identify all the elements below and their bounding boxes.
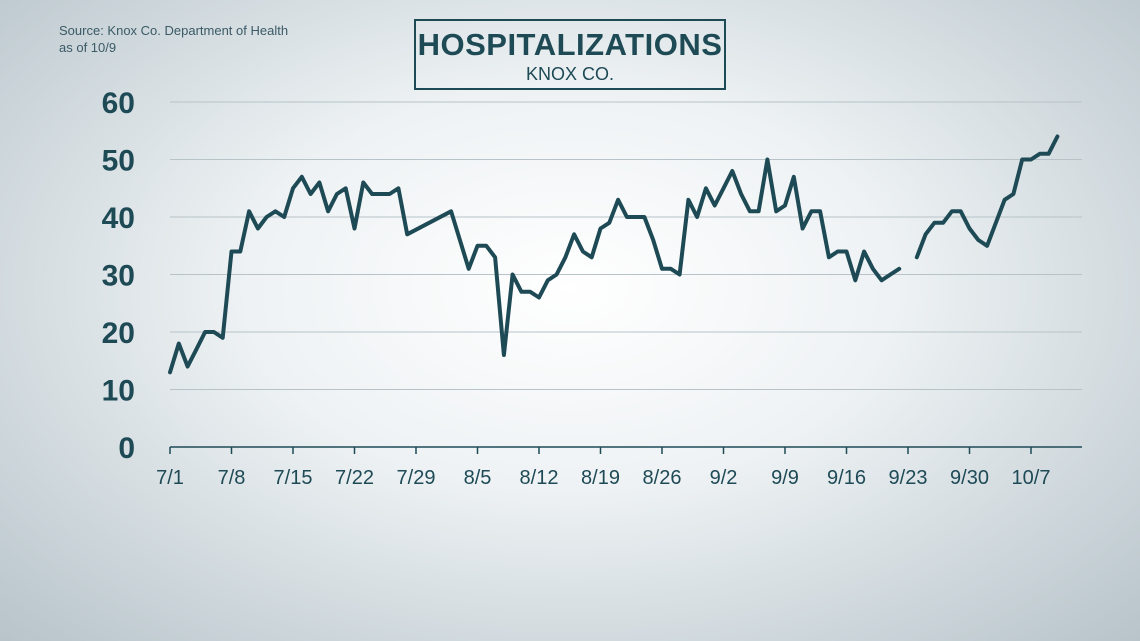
- x-tick-label: 8/26: [643, 467, 682, 489]
- x-tick-label: 9/9: [771, 467, 799, 489]
- x-tick-label: 8/5: [464, 467, 492, 489]
- chart-title-box: HOSPITALIZATIONS KNOX CO.: [414, 19, 726, 90]
- x-tick-label: 7/22: [335, 467, 374, 489]
- x-tick-label: 7/1: [156, 467, 184, 489]
- x-tick-label: 8/19: [581, 467, 620, 489]
- series-lines: [168, 134, 1060, 375]
- y-tick-label: 0: [118, 432, 135, 465]
- y-tick-label: 10: [102, 375, 135, 408]
- x-tick-label: 7/8: [218, 467, 246, 489]
- series-line: [168, 157, 902, 375]
- x-tick-label: 9/16: [827, 467, 866, 489]
- x-tick-label: 7/29: [397, 467, 436, 489]
- source-line: Source: Knox Co. Department of Health: [59, 23, 289, 38]
- y-tick-label: 50: [102, 145, 135, 178]
- x-tick-label: 10/7: [1012, 467, 1051, 489]
- as-of-line: as of 10/9: [59, 40, 117, 55]
- source-note: Source: Knox Co. Department of Health as…: [59, 22, 288, 56]
- y-tick-label: 40: [102, 202, 135, 235]
- y-tick-label: 60: [102, 87, 135, 120]
- x-tick-label: 9/30: [950, 467, 989, 489]
- chart-title: HOSPITALIZATIONS: [417, 27, 723, 62]
- y-tick-label: 30: [102, 260, 135, 293]
- grid-lines: [170, 101, 1082, 448]
- x-tick-label: 8/12: [520, 467, 559, 489]
- y-tick-label: 20: [102, 317, 135, 350]
- series-line: [914, 134, 1060, 260]
- x-axis-ticks: 7/1 7/8 7/15 7/22 7/29 8/5 8/12 8/19 8/26 9/2 9/9 9…: [156, 447, 1050, 489]
- chart-subtitle: KNOX CO.: [525, 64, 614, 84]
- x-tick-label: 9/23: [889, 467, 928, 489]
- y-axis-ticks: 0 10 20 30 40 50 60: [102, 87, 135, 465]
- x-tick-label: 7/15: [274, 467, 313, 489]
- x-tick-label: 9/2: [710, 467, 738, 489]
